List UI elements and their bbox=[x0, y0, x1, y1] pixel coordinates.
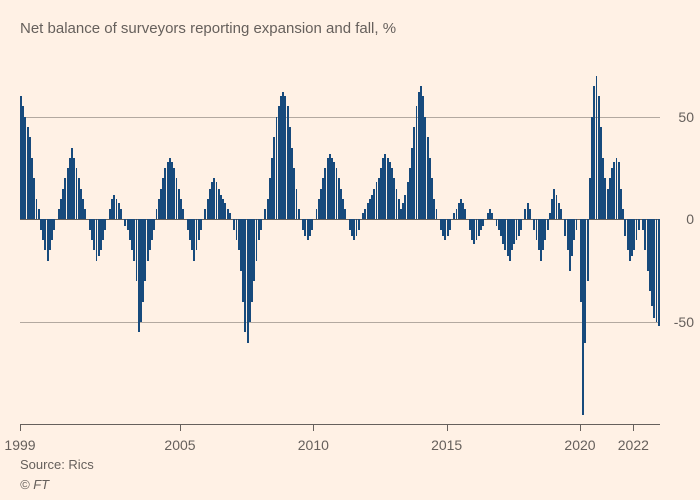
x-axis-label: 2022 bbox=[618, 437, 649, 453]
bar bbox=[529, 209, 531, 219]
bar bbox=[547, 219, 549, 229]
bar bbox=[344, 209, 346, 219]
bar bbox=[638, 219, 640, 229]
y-axis-label: 0 bbox=[686, 211, 694, 227]
plot-area: 199920052010201520202022 500-50 bbox=[20, 55, 660, 425]
x-axis-label: 2015 bbox=[431, 437, 462, 453]
credit-text: © FT bbox=[20, 477, 49, 492]
bar bbox=[482, 219, 484, 225]
bar bbox=[53, 219, 55, 229]
x-axis-label: 1999 bbox=[4, 437, 35, 453]
y-axis-label: -50 bbox=[674, 314, 694, 330]
bar bbox=[153, 219, 155, 229]
x-tick bbox=[447, 425, 448, 431]
y-axis-label: 50 bbox=[678, 109, 694, 125]
bar bbox=[84, 209, 86, 219]
x-tick bbox=[313, 425, 314, 431]
bar bbox=[587, 219, 589, 281]
bar bbox=[298, 209, 300, 219]
bar bbox=[120, 209, 122, 219]
chart-subtitle: Net balance of surveyors reporting expan… bbox=[20, 20, 396, 37]
bar bbox=[560, 209, 562, 219]
bar bbox=[200, 219, 202, 229]
x-axis-line bbox=[20, 424, 660, 425]
bar bbox=[622, 209, 624, 219]
x-axis-label: 2010 bbox=[298, 437, 329, 453]
bar bbox=[658, 219, 660, 326]
bar bbox=[576, 219, 578, 229]
bar bbox=[182, 209, 184, 219]
bar bbox=[520, 219, 522, 229]
source-text: Source: Rics bbox=[20, 457, 94, 472]
bar bbox=[358, 219, 360, 229]
bar bbox=[436, 209, 438, 219]
bar bbox=[38, 209, 40, 219]
bar bbox=[449, 219, 451, 229]
x-axis-label: 2005 bbox=[164, 437, 195, 453]
bar bbox=[260, 219, 262, 229]
x-axis-label: 2020 bbox=[564, 437, 595, 453]
x-tick bbox=[20, 425, 21, 431]
x-tick bbox=[580, 425, 581, 431]
bar bbox=[104, 219, 106, 229]
bar-series bbox=[20, 55, 660, 425]
bar bbox=[229, 213, 231, 219]
x-tick bbox=[180, 425, 181, 431]
x-tick bbox=[633, 425, 634, 431]
bar bbox=[464, 209, 466, 219]
bar bbox=[491, 213, 493, 219]
chart-container: Net balance of surveyors reporting expan… bbox=[0, 0, 700, 500]
bar bbox=[311, 219, 313, 229]
